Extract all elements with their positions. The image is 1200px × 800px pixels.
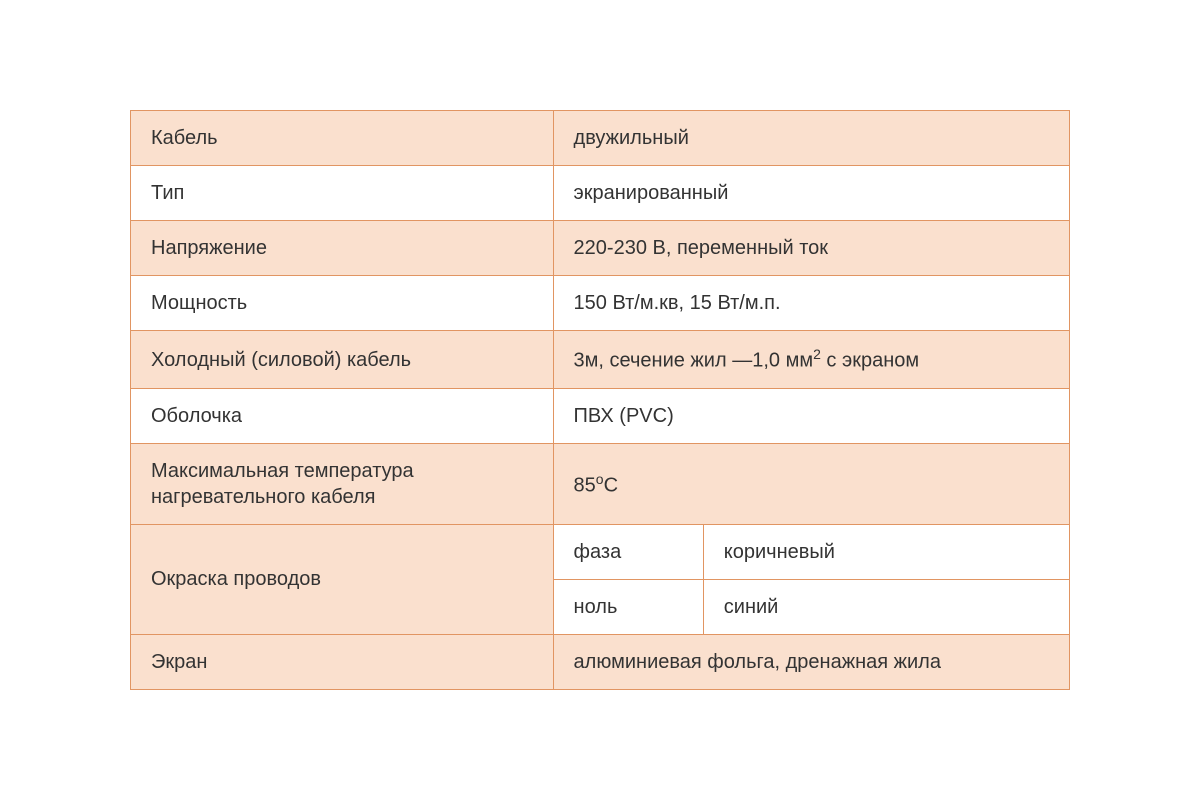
cell-label: Окраска проводов (131, 524, 554, 634)
cell-value: двужильный (553, 111, 1069, 166)
table-row: Тип экранированный (131, 166, 1070, 221)
cell-label: Мощность (131, 276, 554, 331)
cell-subkey: фаза (553, 524, 703, 579)
cell-value: 85oC (553, 443, 1069, 524)
table-row: Кабель двужильный (131, 111, 1070, 166)
cell-value: алюминиевая фольга, дренажная жила (553, 634, 1069, 689)
cell-value: 150 Вт/м.кв, 15 Вт/м.п. (553, 276, 1069, 331)
cell-subvalue: синий (703, 579, 1069, 634)
cell-value: ПВХ (PVC) (553, 388, 1069, 443)
spec-table: Кабель двужильный Тип экранированный Нап… (130, 110, 1070, 690)
cell-label: Максимальная температура нагревательного… (131, 443, 554, 524)
cell-label: Оболочка (131, 388, 554, 443)
cell-value: 3м, сечение жил —1,0 мм2 с экраном (553, 331, 1069, 389)
spec-table-body: Кабель двужильный Тип экранированный Нап… (131, 111, 1070, 690)
cell-label: Холодный (силовой) кабель (131, 331, 554, 389)
cell-label: Тип (131, 166, 554, 221)
table-row: Экран алюминиевая фольга, дренажная жила (131, 634, 1070, 689)
cell-label: Кабель (131, 111, 554, 166)
cell-label: Напряжение (131, 221, 554, 276)
table-row: Напряжение 220-230 В, переменный ток (131, 221, 1070, 276)
cell-subkey: ноль (553, 579, 703, 634)
spec-table-container: Кабель двужильный Тип экранированный Нап… (130, 110, 1070, 690)
table-row: Оболочка ПВХ (PVC) (131, 388, 1070, 443)
table-row: Максимальная температура нагревательного… (131, 443, 1070, 524)
table-row: Мощность 150 Вт/м.кв, 15 Вт/м.п. (131, 276, 1070, 331)
cell-label: Экран (131, 634, 554, 689)
table-row: Холодный (силовой) кабель 3м, сечение жи… (131, 331, 1070, 389)
cell-value: 220-230 В, переменный ток (553, 221, 1069, 276)
table-row: Окраска проводов фаза коричневый (131, 524, 1070, 579)
cell-value: экранированный (553, 166, 1069, 221)
cell-subvalue: коричневый (703, 524, 1069, 579)
